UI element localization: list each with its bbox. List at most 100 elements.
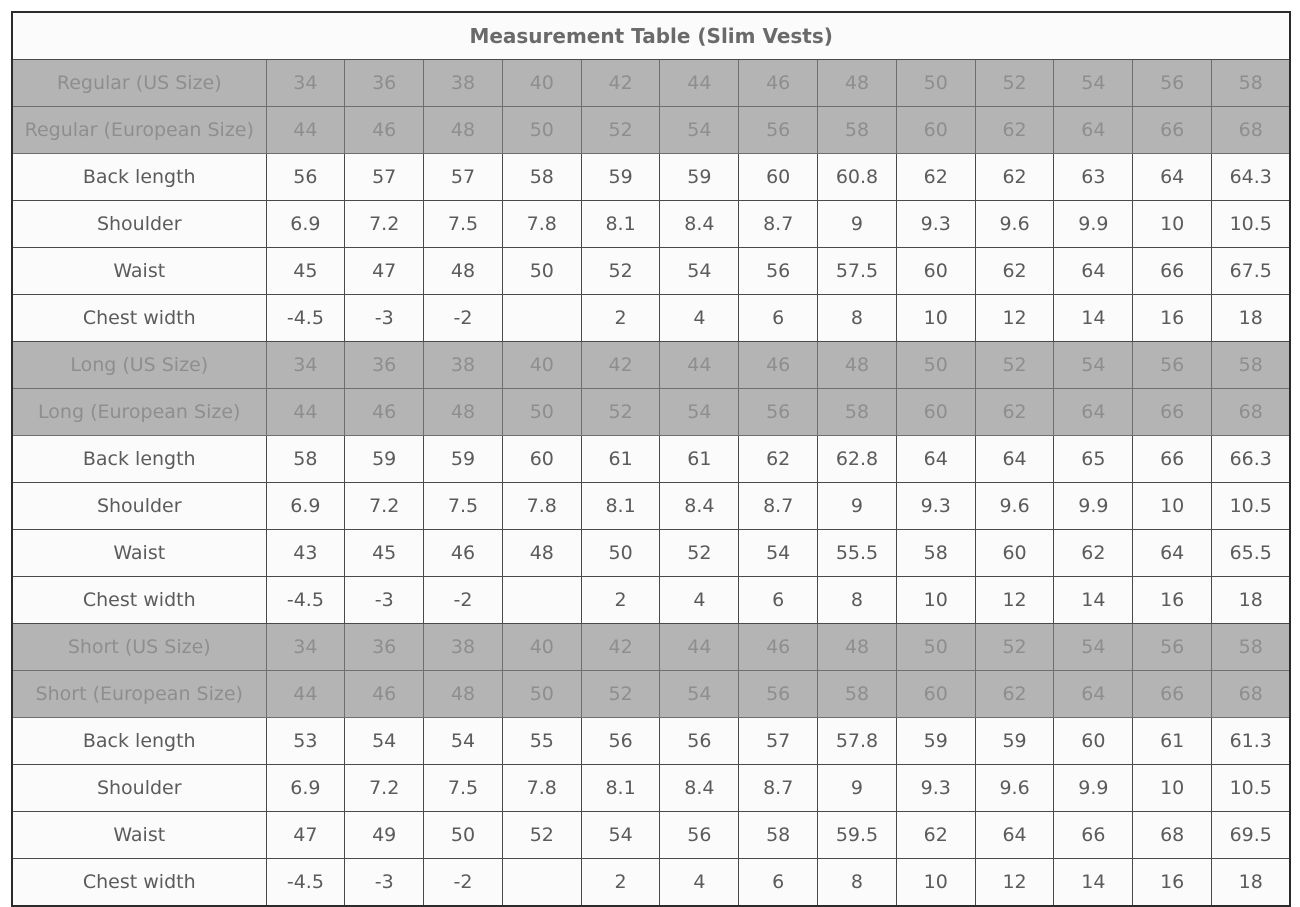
measure-value-cell: 8	[817, 858, 897, 907]
measure-value-cell: 60.8	[817, 153, 897, 201]
measure-value-cell: 9.3	[895, 764, 976, 812]
measure-value-cell: 61	[1132, 717, 1213, 765]
measure-value-cell: 45	[344, 529, 425, 577]
measure-value-cell: 53	[265, 717, 346, 765]
measure-label: Shoulder	[11, 764, 267, 812]
measure-value-cell: 49	[344, 811, 425, 859]
measure-value-cell: 66	[1132, 435, 1213, 483]
size-header-cell-us: 54	[1053, 59, 1134, 107]
size-header-cell-eu: 52	[580, 670, 661, 718]
size-header-cell-eu: 54	[659, 388, 740, 436]
size-header-cell-eu: 64	[1053, 670, 1134, 718]
measure-value-cell: 50	[580, 529, 661, 577]
measure-value-cell: 2	[580, 294, 661, 342]
measure-value-cell: 10	[895, 576, 976, 624]
measurement-table-container: Measurement Table (Slim Vests) Regular (…	[10, 11, 1292, 907]
size-header-cell-us: 56	[1132, 59, 1213, 107]
measure-value-cell: 57	[738, 717, 819, 765]
size-header-cell-us: 56	[1132, 341, 1213, 389]
size-header-cell-eu: 58	[817, 670, 897, 718]
size-header-row-us: Short (US Size) 34 36 38 40 42 44 46 48 50 52 54 56 5…	[11, 623, 1291, 671]
size-header-cell-eu: 44	[265, 670, 346, 718]
size-header-cell-us: 40	[501, 341, 582, 389]
table-row: Waist 43 45 46 48 50 52 54 55.5 58 60 62 64 65.5	[11, 529, 1291, 577]
measure-value-cell: 57.5	[817, 247, 897, 295]
measure-value-cell: 7.8	[501, 764, 582, 812]
measure-value-cell: 59	[895, 717, 976, 765]
size-header-cell-us: 50	[895, 59, 976, 107]
measure-value-cell: 6	[738, 576, 819, 624]
measure-value-cell: 14	[1053, 858, 1134, 907]
size-header-cell-eu: 62	[974, 670, 1055, 718]
measure-value-cell: 2	[580, 576, 661, 624]
measure-label: Shoulder	[11, 200, 267, 248]
size-header-cell-us: 52	[974, 623, 1055, 671]
measure-value-cell: 62.8	[817, 435, 897, 483]
measure-value-cell: 59	[659, 153, 740, 201]
measure-value-cell: 58	[501, 153, 582, 201]
measure-value-cell: 61	[580, 435, 661, 483]
measure-value-cell: 64	[1053, 247, 1134, 295]
measure-value-cell: 54	[659, 247, 740, 295]
measure-value-cell: -3	[344, 576, 425, 624]
measure-value-cell: 64	[1132, 153, 1213, 201]
size-header-cell-us: 58	[1211, 623, 1291, 671]
measure-value-cell: 59	[580, 153, 661, 201]
size-header-label-eu: Long (European Size)	[11, 388, 267, 436]
measure-value-cell: 56	[580, 717, 661, 765]
measure-value-cell: 6	[738, 858, 819, 907]
measure-value-cell: 61	[659, 435, 740, 483]
measure-value-cell: 56	[265, 153, 346, 201]
measure-value-cell: 10	[1132, 764, 1213, 812]
size-header-label-us: Long (US Size)	[11, 341, 267, 389]
size-header-cell-us: 36	[344, 341, 425, 389]
measure-value-cell: 4	[659, 294, 740, 342]
measure-value-cell: 63	[1053, 153, 1134, 201]
measure-value-cell: 9.6	[974, 200, 1055, 248]
measure-value-cell: 61.3	[1211, 717, 1291, 765]
size-header-cell-us: 34	[265, 341, 346, 389]
measure-value-cell: 2	[580, 858, 661, 907]
measure-value-cell: 12	[974, 858, 1055, 907]
size-header-cell-eu: 60	[895, 670, 976, 718]
size-header-cell-eu: 48	[423, 106, 503, 154]
size-header-cell-eu: 48	[423, 388, 503, 436]
size-header-cell-eu: 68	[1211, 670, 1291, 718]
size-header-cell-us: 38	[423, 59, 503, 107]
measure-value-cell: 9.9	[1053, 482, 1134, 530]
measure-value-cell: 16	[1132, 294, 1213, 342]
measure-value-cell: 14	[1053, 576, 1134, 624]
size-header-cell-eu: 64	[1053, 106, 1134, 154]
measure-value-cell: 58	[895, 529, 976, 577]
table-row: Chest width -4.5 -3 -2 2 4 6 8 10 12 14 16 18	[11, 294, 1291, 342]
size-header-cell-eu: 46	[344, 106, 425, 154]
size-header-label-eu: Regular (European Size)	[11, 106, 267, 154]
measure-value-cell: 16	[1132, 576, 1213, 624]
size-header-cell-eu: 66	[1132, 670, 1213, 718]
size-header-cell-eu: 60	[895, 388, 976, 436]
measure-value-cell: 64	[974, 435, 1055, 483]
size-header-cell-eu: 58	[817, 388, 897, 436]
measure-value-cell: 65	[1053, 435, 1134, 483]
size-header-cell-us: 36	[344, 59, 425, 107]
measure-label: Chest width	[11, 858, 267, 907]
measure-value-cell: 66	[1132, 247, 1213, 295]
measure-value-cell: 10.5	[1211, 482, 1291, 530]
measure-value-cell: 54	[423, 717, 503, 765]
size-header-cell-eu: 54	[659, 670, 740, 718]
measure-label: Chest width	[11, 576, 267, 624]
measure-value-cell: 57	[423, 153, 503, 201]
measure-value-cell: 62	[895, 153, 976, 201]
size-header-label-us: Regular (US Size)	[11, 59, 267, 107]
size-header-cell-eu: 50	[501, 388, 582, 436]
measure-value-cell: 6	[738, 294, 819, 342]
measure-label: Chest width	[11, 294, 267, 342]
measure-value-cell: 7.2	[344, 482, 425, 530]
size-header-cell-us: 52	[974, 59, 1055, 107]
size-header-cell-eu: 58	[817, 106, 897, 154]
measure-value-cell: 50	[423, 811, 503, 859]
measure-value-cell	[501, 576, 582, 624]
table-row: Waist 45 47 48 50 52 54 56 57.5 60 62 64 66 67.5	[11, 247, 1291, 295]
measure-label: Back length	[11, 717, 267, 765]
measure-value-cell: 8.4	[659, 764, 740, 812]
